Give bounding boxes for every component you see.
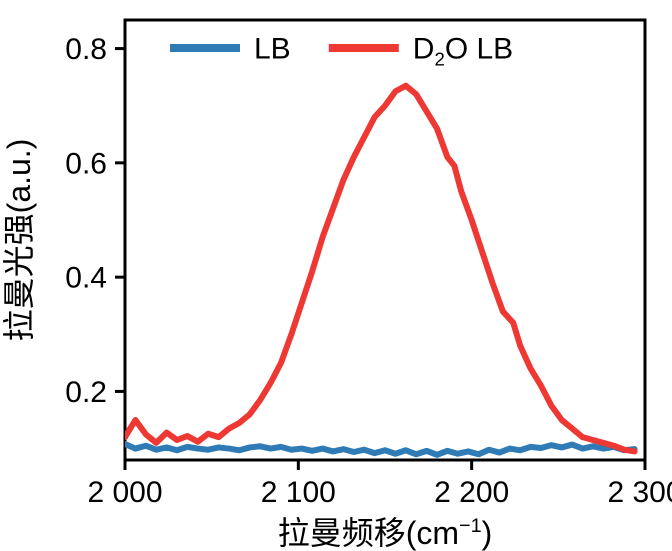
- legend-label: LB: [254, 33, 291, 66]
- y-tick-label: 0.8: [65, 33, 107, 66]
- chart-svg: 2 0002 1002 2002 3000.20.40.60.8拉曼频移(cm−…: [0, 0, 672, 551]
- legend-label: D2O LB: [413, 33, 513, 70]
- y-tick-label: 0.6: [65, 147, 107, 180]
- y-axis-label: 拉曼光强(a.u.): [1, 139, 37, 342]
- x-tick-label: 2 300: [607, 476, 672, 509]
- y-tick-label: 0.2: [65, 376, 107, 409]
- x-tick-label: 2 100: [261, 476, 336, 509]
- x-tick-label: 2 000: [87, 476, 162, 509]
- x-tick-label: 2 200: [434, 476, 509, 509]
- y-tick-label: 0.4: [65, 262, 107, 295]
- raman-chart: 2 0002 1002 2002 3000.20.40.60.8拉曼频移(cm−…: [0, 0, 672, 551]
